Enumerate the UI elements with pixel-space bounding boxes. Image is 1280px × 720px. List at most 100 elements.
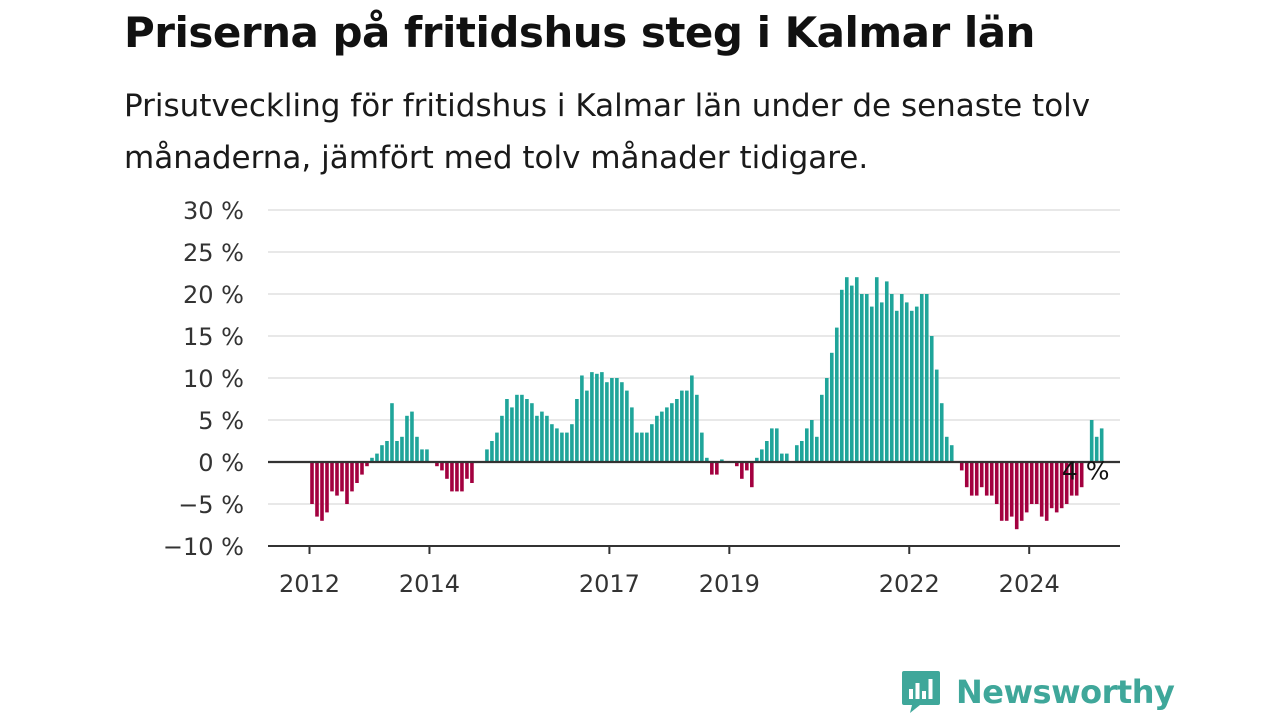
bar — [405, 415, 409, 462]
bar — [450, 462, 454, 492]
bar — [839, 289, 844, 462]
bars — [310, 277, 1104, 530]
x-tick-label: 2017 — [579, 570, 640, 598]
bar — [555, 428, 559, 462]
bar — [939, 403, 944, 462]
bar — [535, 415, 539, 462]
bar — [585, 390, 589, 462]
bar — [944, 436, 949, 462]
bar — [1094, 436, 1099, 462]
bar-chart: 30 % 25 % 20 % 15 % 10 % 5 % 0 % −5 % −10 % 2012… — [163, 197, 1120, 598]
bar — [310, 462, 314, 504]
bar — [829, 352, 834, 462]
bar — [1044, 462, 1049, 521]
bar — [435, 462, 439, 467]
bar — [984, 462, 989, 496]
bar — [820, 394, 824, 462]
bar — [410, 411, 414, 462]
y-tick-label: −10 % — [163, 533, 244, 561]
bar — [385, 441, 389, 462]
bar — [844, 277, 849, 462]
bar — [545, 415, 549, 462]
bar — [665, 407, 669, 462]
bar — [1049, 462, 1054, 509]
bar — [810, 420, 814, 462]
bar — [560, 432, 564, 462]
bar — [400, 436, 404, 462]
bar — [889, 294, 894, 462]
bar — [949, 445, 954, 462]
bar — [330, 462, 334, 492]
bar — [510, 407, 514, 462]
bar — [745, 462, 749, 471]
bar — [395, 441, 399, 462]
bar — [420, 449, 424, 462]
bar — [340, 462, 344, 492]
bar — [590, 372, 594, 462]
bar — [500, 415, 504, 462]
bar — [800, 441, 804, 462]
bar — [640, 432, 644, 462]
bar — [899, 294, 904, 462]
bar — [540, 411, 544, 462]
bar — [520, 394, 524, 462]
y-tick-label: 0 % — [198, 449, 244, 477]
bar — [919, 294, 924, 462]
newsworthy-bar-chart-icon — [902, 671, 940, 713]
bar — [455, 462, 459, 492]
bar — [1034, 462, 1039, 504]
bar — [610, 378, 614, 462]
chart-title: Priserna på fritidshus steg i Kalmar län — [124, 8, 1035, 57]
bar — [360, 462, 364, 475]
bar — [375, 453, 379, 462]
bar — [909, 310, 914, 462]
bar — [370, 457, 374, 462]
bar — [834, 327, 839, 462]
bar — [854, 277, 859, 462]
bar — [630, 407, 634, 462]
bar — [440, 462, 444, 471]
bar — [650, 424, 654, 462]
bar — [765, 441, 769, 462]
bar — [605, 382, 609, 462]
bar — [1054, 462, 1059, 513]
bar — [660, 411, 664, 462]
bar — [685, 390, 689, 462]
newsworthy-logo: Newsworthy — [900, 668, 1175, 716]
y-tick-label: 20 % — [183, 281, 244, 309]
bar — [924, 294, 929, 462]
bar — [1004, 462, 1009, 521]
y-axis-tick-labels: 30 % 25 % 20 % 15 % 10 % 5 % 0 % −5 % −10 % — [163, 197, 244, 561]
value-annotation: 4 % — [1062, 457, 1110, 486]
bar — [495, 432, 499, 462]
x-tick-label: 2022 — [879, 570, 940, 598]
bar — [869, 306, 874, 462]
bar — [780, 453, 784, 462]
bar — [969, 462, 974, 496]
bar — [670, 403, 674, 462]
x-tick-label: 2019 — [699, 570, 760, 598]
bar — [415, 436, 419, 462]
annotations: 4 % — [1062, 457, 1110, 486]
bar — [994, 462, 999, 504]
bar — [859, 294, 864, 462]
bar — [615, 378, 619, 462]
bar — [525, 399, 529, 462]
bar — [485, 449, 489, 462]
bar — [550, 424, 554, 462]
bar — [1059, 462, 1064, 509]
bar — [964, 462, 969, 488]
bar — [380, 445, 384, 462]
bar — [760, 449, 764, 462]
bar — [874, 277, 879, 462]
bar — [335, 462, 339, 496]
bar — [904, 302, 909, 462]
bar — [884, 281, 889, 462]
bar — [740, 462, 744, 479]
bar — [600, 372, 604, 462]
bar — [690, 375, 694, 462]
bar — [1069, 462, 1074, 496]
gridlines — [268, 209, 1120, 505]
bar — [675, 399, 679, 462]
axes — [268, 460, 1120, 547]
